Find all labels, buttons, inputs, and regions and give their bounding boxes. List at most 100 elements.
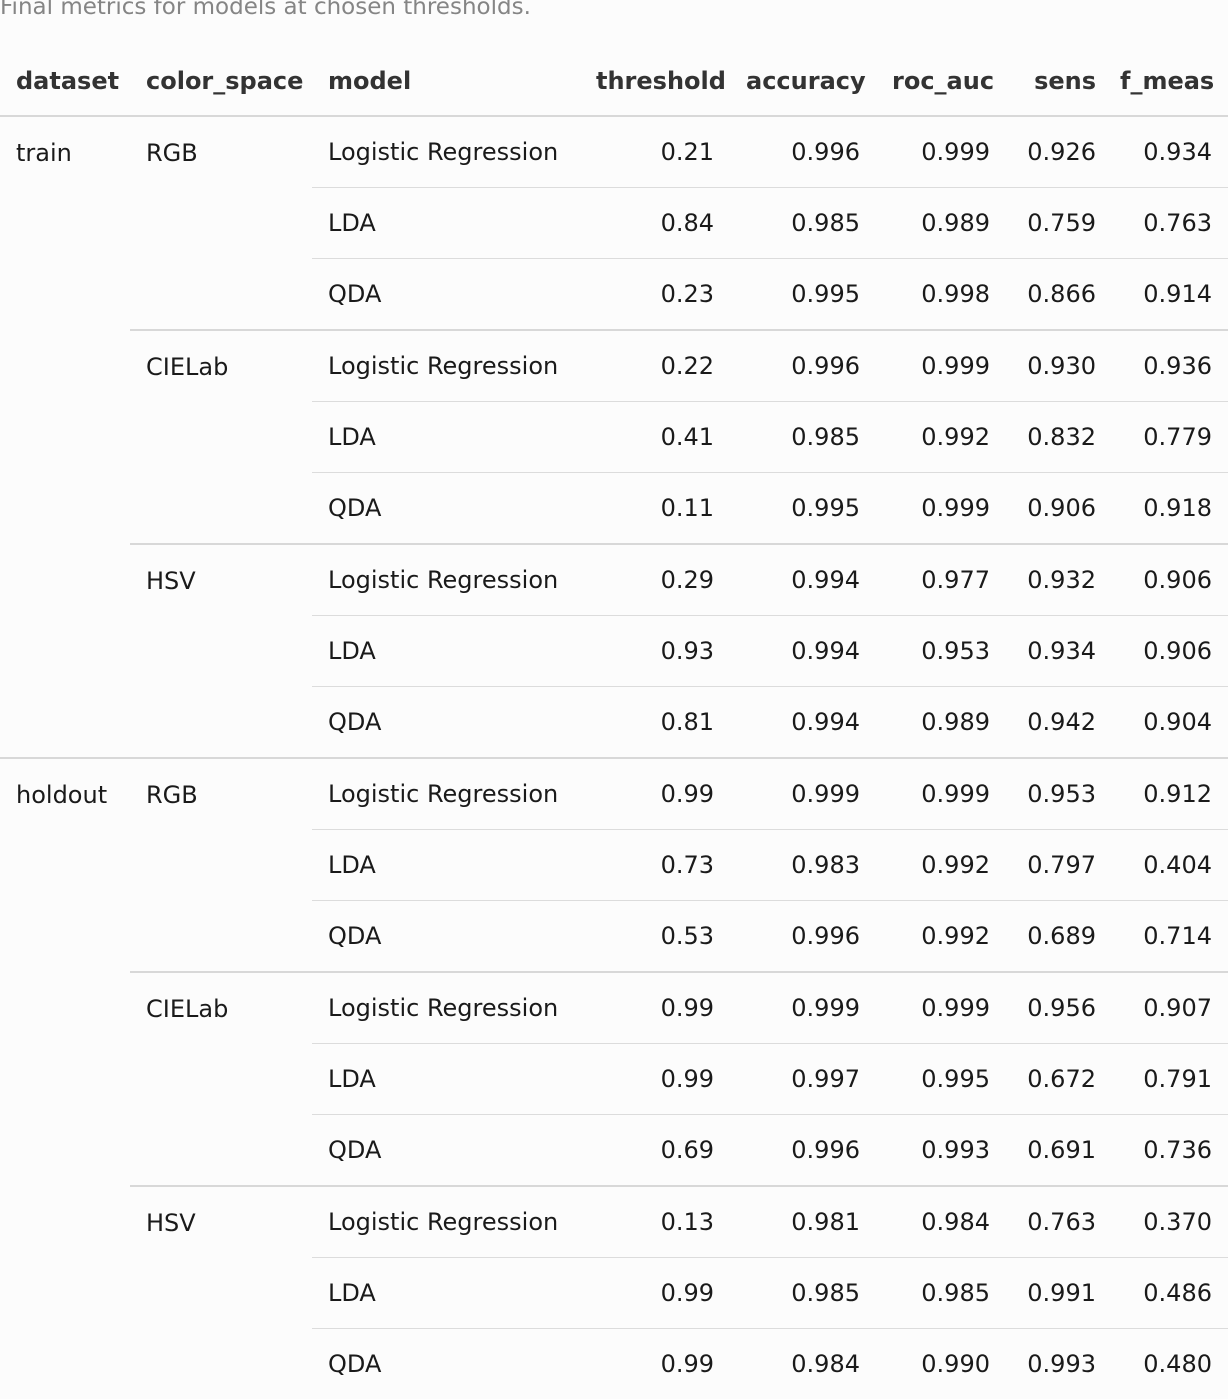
accuracy-cell: 0.999 bbox=[730, 758, 876, 830]
sens-cell: 0.930 bbox=[1006, 330, 1104, 402]
sens-cell: 0.759 bbox=[1006, 188, 1104, 259]
dataset-cell: holdout bbox=[0, 758, 130, 1399]
sens-cell: 0.689 bbox=[1006, 901, 1104, 973]
header-row: dataset color_space model threshold accu… bbox=[0, 46, 1228, 116]
accuracy-cell: 0.985 bbox=[730, 1258, 876, 1329]
accuracy-cell: 0.994 bbox=[730, 544, 876, 616]
threshold-cell: 0.13 bbox=[580, 1186, 730, 1258]
roc-auc-cell: 0.992 bbox=[876, 901, 1006, 973]
roc-auc-cell: 0.995 bbox=[876, 1044, 1006, 1115]
column-header-model: model bbox=[312, 46, 580, 116]
accuracy-cell: 0.996 bbox=[730, 1115, 876, 1187]
dataset-cell: train bbox=[0, 116, 130, 758]
model-cell: QDA bbox=[312, 259, 580, 331]
model-cell: Logistic Regression bbox=[312, 758, 580, 830]
roc-auc-cell: 0.953 bbox=[876, 616, 1006, 687]
sens-cell: 0.691 bbox=[1006, 1115, 1104, 1187]
sens-cell: 0.926 bbox=[1006, 116, 1104, 188]
threshold-cell: 0.84 bbox=[580, 188, 730, 259]
f-meas-cell: 0.934 bbox=[1104, 116, 1228, 188]
model-cell: QDA bbox=[312, 687, 580, 759]
accuracy-cell: 0.984 bbox=[730, 1329, 876, 1399]
model-cell: QDA bbox=[312, 1329, 580, 1399]
f-meas-cell: 0.370 bbox=[1104, 1186, 1228, 1258]
color-space-cell: HSV bbox=[130, 544, 312, 758]
accuracy-cell: 0.996 bbox=[730, 901, 876, 973]
accuracy-cell: 0.985 bbox=[730, 188, 876, 259]
threshold-cell: 0.99 bbox=[580, 1258, 730, 1329]
f-meas-cell: 0.906 bbox=[1104, 616, 1228, 687]
accuracy-cell: 0.995 bbox=[730, 259, 876, 331]
model-cell: QDA bbox=[312, 901, 580, 973]
model-cell: LDA bbox=[312, 402, 580, 473]
threshold-cell: 0.41 bbox=[580, 402, 730, 473]
accuracy-cell: 0.983 bbox=[730, 830, 876, 901]
roc-auc-cell: 0.977 bbox=[876, 544, 1006, 616]
roc-auc-cell: 0.989 bbox=[876, 687, 1006, 759]
f-meas-cell: 0.763 bbox=[1104, 188, 1228, 259]
f-meas-cell: 0.907 bbox=[1104, 972, 1228, 1044]
sens-cell: 0.956 bbox=[1006, 972, 1104, 1044]
sens-cell: 0.942 bbox=[1006, 687, 1104, 759]
accuracy-cell: 0.995 bbox=[730, 473, 876, 545]
model-cell: LDA bbox=[312, 616, 580, 687]
threshold-cell: 0.23 bbox=[580, 259, 730, 331]
column-header-color-space: color_space bbox=[130, 46, 312, 116]
roc-auc-cell: 0.999 bbox=[876, 473, 1006, 545]
f-meas-cell: 0.714 bbox=[1104, 901, 1228, 973]
sens-cell: 0.763 bbox=[1006, 1186, 1104, 1258]
accuracy-cell: 0.997 bbox=[730, 1044, 876, 1115]
model-cell: LDA bbox=[312, 188, 580, 259]
sens-cell: 0.832 bbox=[1006, 402, 1104, 473]
threshold-cell: 0.99 bbox=[580, 1044, 730, 1115]
color-space-cell: HSV bbox=[130, 1186, 312, 1399]
sens-cell: 0.672 bbox=[1006, 1044, 1104, 1115]
f-meas-cell: 0.779 bbox=[1104, 402, 1228, 473]
roc-auc-cell: 0.999 bbox=[876, 116, 1006, 188]
color-space-cell: RGB bbox=[130, 116, 312, 330]
threshold-cell: 0.99 bbox=[580, 972, 730, 1044]
roc-auc-cell: 0.992 bbox=[876, 830, 1006, 901]
threshold-cell: 0.22 bbox=[580, 330, 730, 402]
column-header-sens: sens bbox=[1006, 46, 1104, 116]
threshold-cell: 0.29 bbox=[580, 544, 730, 616]
model-cell: QDA bbox=[312, 473, 580, 545]
roc-auc-cell: 0.992 bbox=[876, 402, 1006, 473]
metrics-table: dataset color_space model threshold accu… bbox=[0, 46, 1228, 1399]
color-space-cell: CIELab bbox=[130, 330, 312, 544]
roc-auc-cell: 0.998 bbox=[876, 259, 1006, 331]
threshold-cell: 0.11 bbox=[580, 473, 730, 545]
sens-cell: 0.991 bbox=[1006, 1258, 1104, 1329]
model-cell: LDA bbox=[312, 830, 580, 901]
threshold-cell: 0.81 bbox=[580, 687, 730, 759]
f-meas-cell: 0.791 bbox=[1104, 1044, 1228, 1115]
sens-cell: 0.866 bbox=[1006, 259, 1104, 331]
accuracy-cell: 0.981 bbox=[730, 1186, 876, 1258]
roc-auc-cell: 0.990 bbox=[876, 1329, 1006, 1399]
model-cell: QDA bbox=[312, 1115, 580, 1187]
column-header-roc-auc: roc_auc bbox=[876, 46, 1006, 116]
color-space-cell: CIELab bbox=[130, 972, 312, 1186]
threshold-cell: 0.93 bbox=[580, 616, 730, 687]
f-meas-cell: 0.936 bbox=[1104, 330, 1228, 402]
accuracy-cell: 0.999 bbox=[730, 972, 876, 1044]
threshold-cell: 0.21 bbox=[580, 116, 730, 188]
table-caption: Final metrics for models at chosen thres… bbox=[0, 0, 531, 24]
model-cell: Logistic Regression bbox=[312, 972, 580, 1044]
roc-auc-cell: 0.999 bbox=[876, 972, 1006, 1044]
f-meas-cell: 0.736 bbox=[1104, 1115, 1228, 1187]
accuracy-cell: 0.996 bbox=[730, 116, 876, 188]
f-meas-cell: 0.912 bbox=[1104, 758, 1228, 830]
column-header-dataset: dataset bbox=[0, 46, 130, 116]
roc-auc-cell: 0.999 bbox=[876, 758, 1006, 830]
sens-cell: 0.934 bbox=[1006, 616, 1104, 687]
model-cell: Logistic Regression bbox=[312, 330, 580, 402]
roc-auc-cell: 0.984 bbox=[876, 1186, 1006, 1258]
model-cell: Logistic Regression bbox=[312, 116, 580, 188]
column-header-threshold: threshold bbox=[580, 46, 730, 116]
